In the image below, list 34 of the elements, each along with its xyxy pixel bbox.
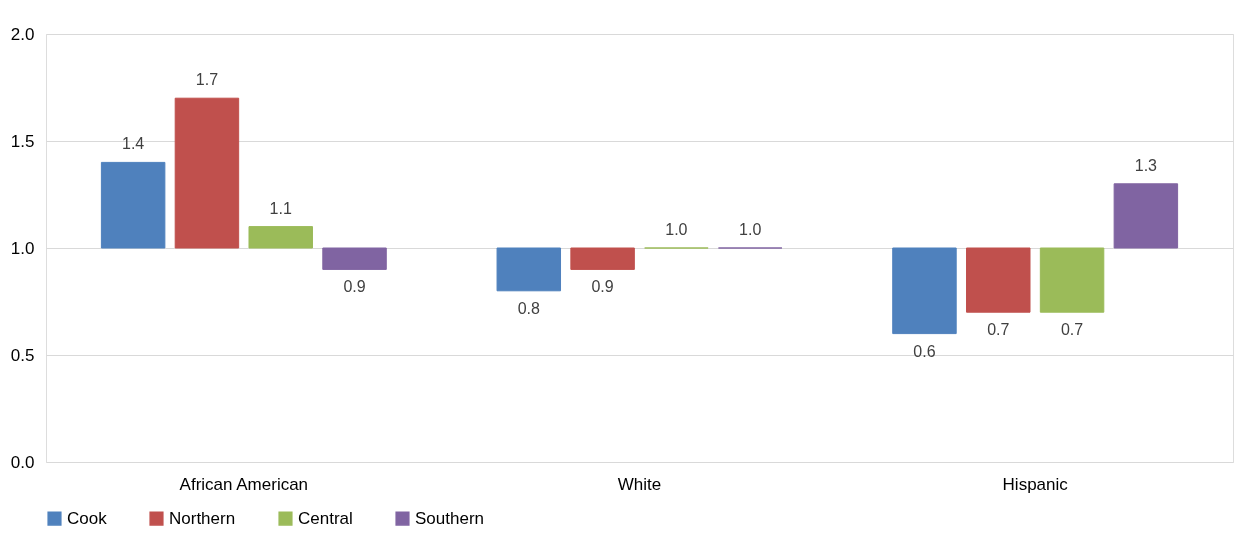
bar bbox=[892, 247, 957, 335]
x-tick-label: Hispanic bbox=[1002, 474, 1069, 494]
data-label: 1.3 bbox=[1134, 156, 1158, 174]
bar bbox=[1113, 183, 1179, 249]
data-label: 1.4 bbox=[122, 135, 145, 153]
data-label: 1.0 bbox=[665, 221, 688, 238]
data-label: 0.9 bbox=[343, 278, 366, 296]
bar bbox=[496, 247, 562, 292]
bar bbox=[570, 247, 635, 270]
bar bbox=[100, 161, 166, 249]
data-label: 0.7 bbox=[987, 321, 1010, 339]
data-label: 1.1 bbox=[269, 199, 292, 217]
data-label: 0.8 bbox=[517, 299, 541, 317]
bar bbox=[248, 226, 313, 249]
y-tick-label: 2.0 bbox=[10, 24, 35, 44]
bar bbox=[174, 97, 240, 249]
bar bbox=[1039, 247, 1105, 313]
legend-label: Southern bbox=[415, 508, 484, 528]
data-label: 1.0 bbox=[739, 221, 762, 238]
x-tick-label: White bbox=[617, 474, 662, 494]
legend-label: Northern bbox=[169, 508, 236, 528]
data-label: 0.6 bbox=[913, 342, 936, 360]
data-label: 1.7 bbox=[195, 71, 219, 89]
y-tick-label: 0.5 bbox=[10, 345, 35, 365]
y-tick-label: 0.0 bbox=[10, 452, 35, 472]
bar bbox=[322, 247, 387, 270]
x-tick-label: African American bbox=[179, 474, 309, 494]
legend-label: Cook bbox=[67, 508, 108, 528]
data-label: 0.7 bbox=[1060, 321, 1084, 339]
bar bbox=[966, 247, 1031, 313]
data-label: 0.9 bbox=[591, 278, 614, 296]
legend-label: Central bbox=[298, 508, 353, 528]
y-tick-label: 1.5 bbox=[10, 131, 35, 151]
y-tick-label: 1.0 bbox=[10, 238, 35, 258]
